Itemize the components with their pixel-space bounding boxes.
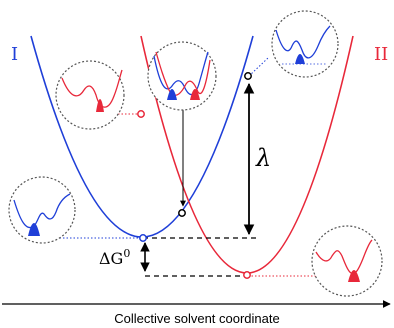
inset-blue-ground-state bbox=[8, 176, 76, 244]
point-blue-top bbox=[244, 72, 252, 80]
point-crossing bbox=[178, 209, 186, 217]
delta-g-label: ΔG0 bbox=[99, 247, 130, 268]
point-red-left bbox=[137, 110, 145, 118]
inset-red-ground-state bbox=[311, 225, 383, 297]
wavepacket-red bbox=[190, 89, 200, 100]
curve-label-II: II bbox=[374, 44, 388, 65]
inset-blue-excited-state bbox=[271, 10, 339, 78]
curve-label-I: I bbox=[11, 44, 18, 65]
wavepacket-blue bbox=[28, 223, 40, 236]
wavepacket-red bbox=[96, 99, 104, 112]
point-min-II bbox=[243, 271, 251, 279]
wavepacket-blue bbox=[167, 89, 177, 100]
point-min-I bbox=[139, 234, 147, 242]
wavepacket-blue bbox=[295, 54, 305, 64]
delta-g-superscript: 0 bbox=[123, 247, 130, 260]
wavepacket-red bbox=[348, 270, 360, 282]
inset-red-state bbox=[55, 60, 125, 130]
inset-crossing-state bbox=[147, 41, 217, 111]
connector-top-right bbox=[248, 57, 269, 77]
delta-g-text: ΔG bbox=[99, 249, 123, 268]
lambda-label: λ bbox=[255, 144, 271, 172]
x-axis-label: Collective solvent coordinate bbox=[114, 311, 279, 326]
